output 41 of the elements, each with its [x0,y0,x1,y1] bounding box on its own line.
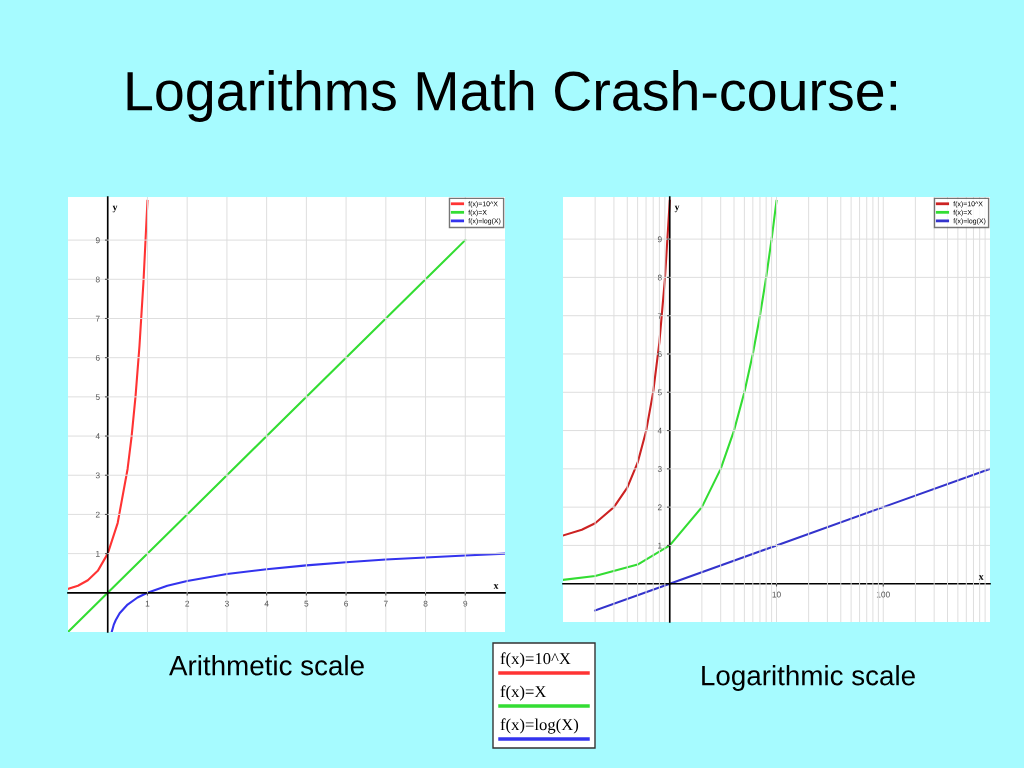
y-tick-label: 7 [95,315,100,322]
y-tick-label: 6 [95,354,100,361]
y-tick-label: 8 [657,274,662,281]
y-tick-label: 7 [657,312,662,319]
chart-title: Logarithms Math Crash-course: [127,70,896,122]
x-tick-label: 8 [423,600,428,607]
x-tick-label: 7 [383,600,388,607]
x-tick-label: 10 [772,591,781,598]
y-tick-label: 9 [95,237,100,244]
x-axis-title: x [493,584,499,589]
text: f(x)=10^X [500,652,571,668]
x-tick-label: 1 [145,600,150,607]
y-tick-label: 4 [95,433,100,440]
text: f(x)=log(X) [500,718,579,734]
x-tick-label: 4 [264,600,269,607]
text: f(x)=X [500,685,547,701]
x-axis-title: x [978,575,984,580]
y-tick-label: 3 [95,472,100,479]
y-axis-title: y [674,205,680,213]
line-series [68,199,149,590]
x-tick-label: 2 [185,600,190,607]
y-tick-label: 1 [96,550,100,557]
y-tick-label: 1 [658,542,662,549]
y-tick-label: 2 [95,511,100,518]
x-tick-label: 5 [304,600,309,607]
y-tick-label: 4 [657,427,662,434]
line-series [110,552,505,632]
x-tick-label: 6 [344,600,349,607]
y-tick-label: 8 [95,276,100,283]
y-tick-label: 3 [657,466,662,472]
y-tick-label: 9 [657,236,662,243]
text: Arithmetic scale [169,655,364,676]
y-axis-title: y [112,205,118,213]
y-tick-label: 2 [657,504,662,511]
y-tick-label: 5 [657,389,662,396]
x-tick-label: 9 [463,600,468,607]
x-tick-label: 3 [224,600,229,607]
x-tick-label: 100 [876,591,890,598]
y-tick-label: 5 [95,394,100,400]
y-tick-label: 6 [657,351,662,358]
text: Logarithmic scale [702,665,915,691]
